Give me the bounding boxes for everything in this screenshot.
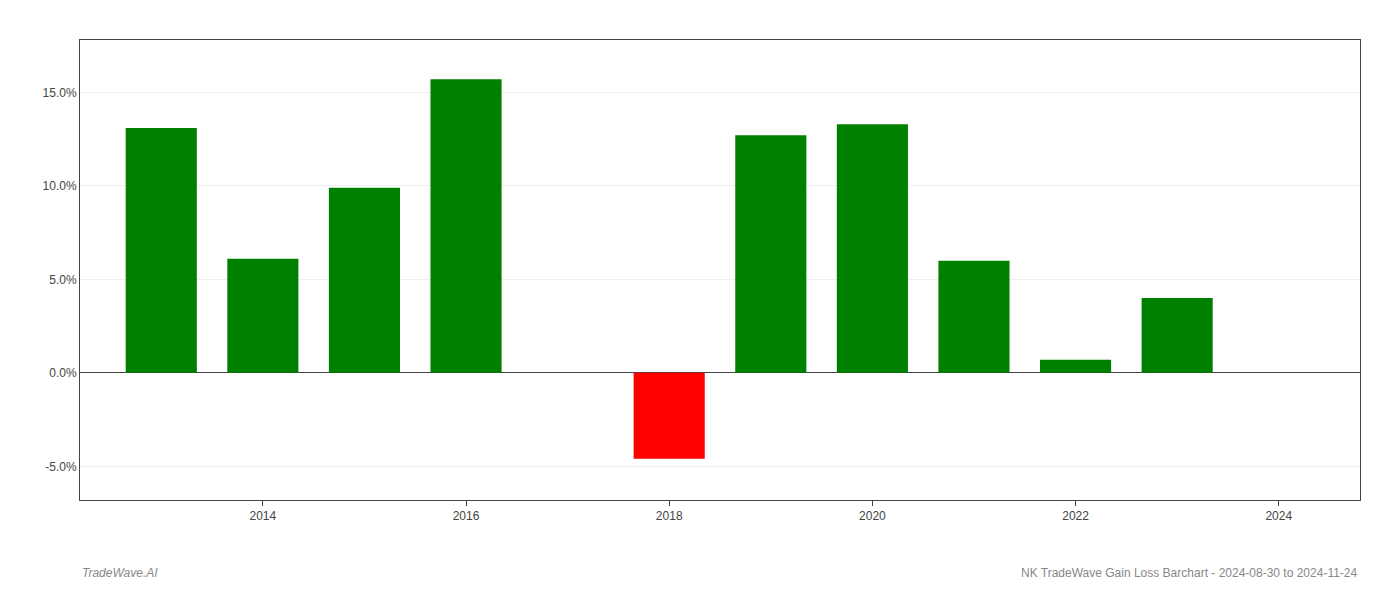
svg-text:0.0%: 0.0% [49,366,77,380]
svg-text:10.0%: 10.0% [43,179,77,193]
svg-text:5.0%: 5.0% [49,273,77,287]
svg-text:2024: 2024 [1265,509,1292,523]
svg-text:2014: 2014 [250,509,277,523]
svg-text:-5.0%: -5.0% [45,460,77,474]
svg-text:15.0%: 15.0% [43,86,77,100]
svg-text:NK TradeWave Gain Loss Barchar: NK TradeWave Gain Loss Barchart - 2024-0… [1021,566,1358,580]
svg-text:2018: 2018 [656,509,683,523]
svg-text:2016: 2016 [453,509,480,523]
svg-text:TradeWave.AI: TradeWave.AI [82,566,158,580]
svg-text:2020: 2020 [859,509,886,523]
svg-text:2022: 2022 [1062,509,1089,523]
